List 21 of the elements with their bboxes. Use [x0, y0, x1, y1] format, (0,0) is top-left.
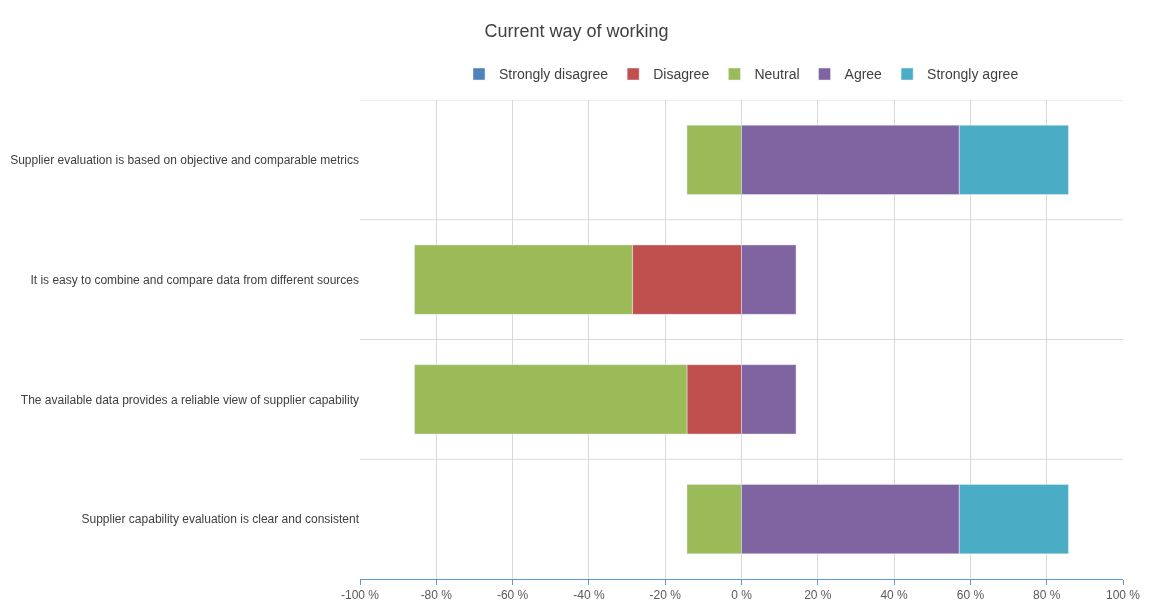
y-tick-label: Supplier capability evaluation is clear and consistent	[81, 512, 360, 527]
x-tick-label: -80 %	[420, 588, 453, 603]
x-tick-label: -60 %	[496, 588, 529, 603]
legend-label: Agree	[844, 66, 883, 83]
x-tick-label: 20 %	[804, 588, 832, 603]
y-tick-label: Supplier evaluation is based on objective and comparable metrics	[10, 153, 359, 168]
x-tick-label: -100 %	[340, 588, 380, 603]
x-tick-label: 100 %	[1105, 588, 1141, 603]
legend-label: Disagree	[653, 66, 710, 83]
x-tick-label: -40 %	[573, 588, 605, 603]
x-tick-label: 0 %	[731, 588, 753, 603]
x-tick-label: 60 %	[956, 588, 985, 603]
y-tick-label: The available data provides a reliable view of supplier capability	[20, 392, 359, 407]
x-tick-label: 40 %	[880, 588, 909, 603]
x-tick-label: 80 %	[1033, 588, 1061, 603]
legend-label: Strongly disagree	[499, 66, 609, 83]
x-tick-label: -20 %	[649, 588, 682, 603]
chart-title: Current way of working	[484, 21, 669, 42]
legend-label: Neutral	[754, 66, 800, 83]
legend-label: Strongly agree	[927, 66, 1019, 83]
y-tick-label: It is easy to combine and compare data from different sources	[30, 272, 359, 287]
